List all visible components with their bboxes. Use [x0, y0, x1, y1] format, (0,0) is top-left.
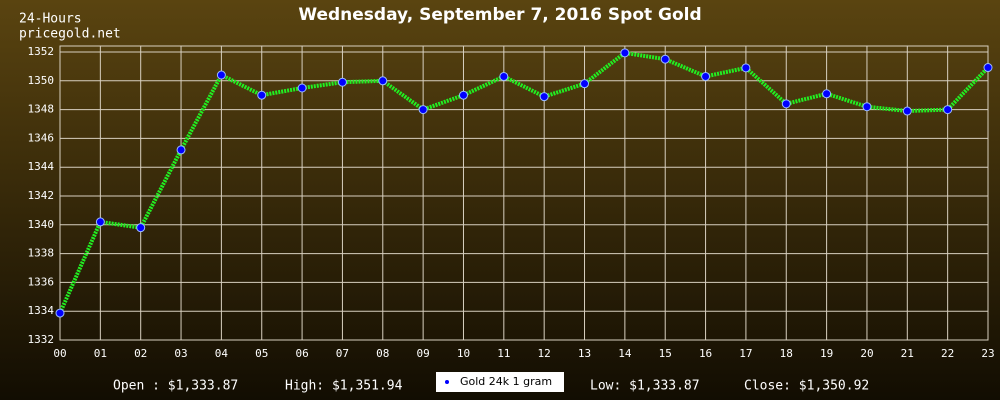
data-point	[499, 71, 509, 81]
y-tick-label: 1336	[28, 275, 55, 288]
x-tick-label: 09	[417, 347, 430, 360]
y-tick-label: 1338	[28, 247, 55, 260]
data-point	[660, 54, 670, 64]
data-point	[822, 89, 832, 99]
legend-label: Gold 24k 1 gram	[460, 375, 552, 388]
corner-label: 24-Hours	[19, 12, 82, 27]
data-point	[257, 90, 267, 100]
x-tick-label: 05	[255, 347, 268, 360]
x-tick-label: 01	[94, 347, 107, 360]
x-tick-label: 20	[860, 347, 873, 360]
x-tick-label: 13	[578, 347, 591, 360]
data-point	[902, 106, 912, 116]
x-tick-label: 06	[295, 347, 308, 360]
data-point	[458, 90, 468, 100]
x-tick-label: 07	[336, 347, 349, 360]
x-tick-label: 23	[981, 347, 994, 360]
data-point	[55, 308, 65, 318]
data-point	[862, 102, 872, 112]
data-point	[418, 105, 428, 115]
data-point	[95, 217, 105, 227]
x-tick-label: 15	[659, 347, 672, 360]
series-line	[58, 50, 990, 314]
x-tick-label: 19	[820, 347, 833, 360]
data-point	[943, 105, 953, 115]
x-tick-label: 03	[174, 347, 187, 360]
x-tick-label: 16	[699, 347, 712, 360]
data-point	[539, 92, 549, 102]
x-tick-label: 21	[901, 347, 914, 360]
data-point	[983, 63, 993, 73]
data-point	[701, 71, 711, 81]
x-tick-label: 12	[538, 347, 551, 360]
y-tick-label: 1350	[28, 74, 55, 87]
y-tick-label: 1334	[28, 304, 55, 317]
x-tick-label: 22	[941, 347, 954, 360]
corner-label: pricegold.net	[19, 27, 121, 42]
y-tick-label: 1342	[28, 189, 55, 202]
legend: Gold 24k 1 gram	[436, 372, 564, 392]
x-tick-label: 18	[780, 347, 793, 360]
data-point	[216, 70, 226, 80]
y-tick-label: 1344	[28, 160, 55, 173]
data-point	[620, 48, 630, 58]
chart-title: Wednesday, September 7, 2016 Spot Gold	[298, 5, 701, 25]
x-tick-label: 17	[739, 347, 752, 360]
y-tick-label: 1348	[28, 103, 55, 116]
x-tick-label: 02	[134, 347, 147, 360]
data-point	[337, 77, 347, 87]
summary-close: Close: $1,350.92	[744, 379, 869, 394]
x-tick-label: 04	[215, 347, 229, 360]
legend-marker	[445, 380, 449, 384]
x-tick-label: 08	[376, 347, 389, 360]
data-point	[741, 63, 751, 73]
y-tick-label: 1340	[28, 218, 55, 231]
summary-low: Low: $1,333.87	[590, 379, 700, 394]
x-tick-label: 10	[457, 347, 470, 360]
data-point	[378, 76, 388, 86]
x-tick-label: 00	[53, 347, 66, 360]
data-point	[176, 145, 186, 155]
x-tick-label: 11	[497, 347, 510, 360]
y-tick-label: 1332	[28, 333, 55, 346]
data-point	[136, 223, 146, 233]
data-point	[781, 99, 791, 109]
summary-open: Open : $1,333.87	[113, 379, 238, 394]
x-tick-label: 14	[618, 347, 632, 360]
summary-high: High: $1,351.94	[285, 379, 403, 394]
y-tick-label: 1346	[28, 131, 55, 144]
data-point	[297, 83, 307, 93]
y-tick-label: 1352	[28, 45, 55, 58]
legend-box	[436, 372, 564, 392]
data-point	[580, 79, 590, 89]
